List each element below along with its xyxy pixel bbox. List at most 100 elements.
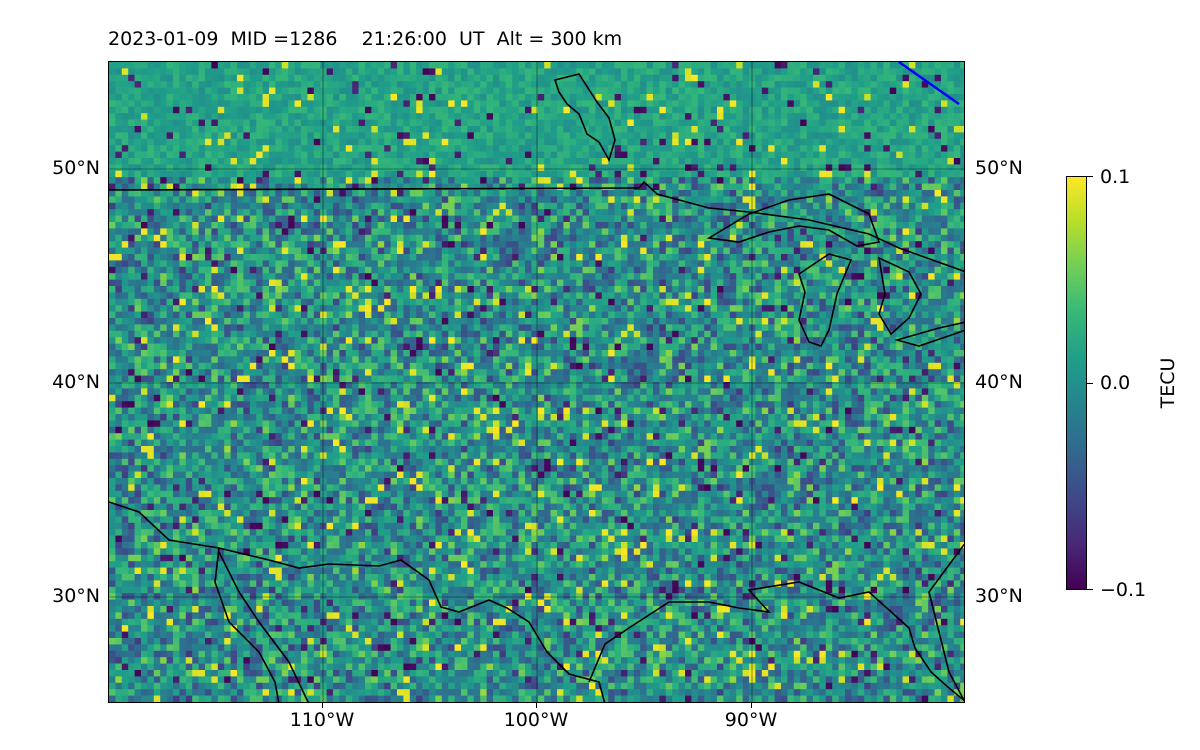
tec-cell <box>499 62 507 69</box>
tec-cell <box>934 119 942 127</box>
tec-cell <box>403 87 411 95</box>
tec-cell <box>147 254 155 261</box>
tec-cell <box>467 241 475 248</box>
tec-cell <box>230 81 238 88</box>
tec-cell <box>416 113 423 120</box>
tec-cell <box>313 164 321 172</box>
tec-cell <box>217 126 225 133</box>
tec-cell <box>109 126 116 133</box>
tec-cell <box>422 202 430 210</box>
tec-cell <box>281 254 289 261</box>
tec-cell <box>358 222 366 229</box>
tec-cell <box>921 292 929 300</box>
tec-cell <box>941 94 948 101</box>
tec-cell <box>537 164 545 172</box>
tec-cell <box>230 292 238 300</box>
tec-cell <box>877 145 884 152</box>
tec-cell <box>902 106 910 114</box>
tec-cell <box>473 279 481 287</box>
tec-cell <box>288 177 295 184</box>
tec-cell <box>697 254 705 261</box>
tec-cell <box>371 113 379 120</box>
tec-cell <box>825 68 833 76</box>
tec-cell <box>512 100 519 108</box>
tec-cell <box>672 190 679 197</box>
tec-cell <box>441 196 449 204</box>
tec-cell <box>851 145 859 152</box>
tec-cell <box>563 119 571 127</box>
tec-cell <box>755 126 763 133</box>
tec-cell <box>537 215 545 223</box>
tec-cell <box>800 158 807 165</box>
tec-cell <box>422 81 430 88</box>
tec-cell <box>237 151 244 159</box>
tec-cell <box>128 100 135 108</box>
tec-cell <box>205 177 212 184</box>
tec-cell <box>147 74 155 82</box>
tec-cell <box>742 94 750 101</box>
tec-cell <box>416 81 423 88</box>
tec-cell <box>313 215 321 223</box>
tec-cell <box>915 119 923 127</box>
tec-cell <box>397 273 404 280</box>
tec-cell <box>851 286 859 293</box>
tec-cell <box>467 228 475 236</box>
tec-cell <box>704 81 711 88</box>
tec-cell <box>147 196 155 204</box>
tec-cell <box>883 119 891 127</box>
tec-cell <box>813 151 820 159</box>
tec-cell <box>864 183 871 191</box>
tec-cell <box>832 151 839 159</box>
tec-cell <box>448 292 455 300</box>
tec-cell <box>697 292 705 300</box>
tec-cell <box>518 202 526 210</box>
tec-cell <box>800 68 807 76</box>
tec-cell <box>934 228 942 236</box>
tec-cell <box>525 209 532 216</box>
tec-cell <box>960 138 964 146</box>
tec-cell <box>237 228 244 236</box>
tec-cell <box>448 106 455 114</box>
tec-cell <box>864 202 871 210</box>
tec-cell <box>141 100 148 108</box>
tec-cell <box>205 138 212 146</box>
tec-cell <box>269 81 276 88</box>
tec-cell <box>397 177 404 184</box>
tec-cell <box>825 228 833 236</box>
tec-cell <box>454 170 462 178</box>
tec-cell <box>294 126 302 133</box>
tec-cell <box>691 177 699 184</box>
tec-cell <box>909 279 916 287</box>
tec-cell <box>173 286 180 293</box>
tec-cell <box>390 81 398 88</box>
tec-cell <box>339 190 347 197</box>
tec-cell <box>550 164 558 172</box>
tec-cell <box>134 132 142 140</box>
tec-cell <box>601 183 609 191</box>
tec-cell <box>749 68 756 76</box>
tec-cell <box>749 94 756 101</box>
tec-cell <box>256 183 263 191</box>
tec-cell <box>531 196 539 204</box>
tec-cell <box>729 164 737 172</box>
tec-cell <box>845 254 852 261</box>
tec-cell <box>761 126 769 133</box>
tec-cell <box>275 177 283 184</box>
tec-cell <box>416 177 423 184</box>
tec-cell <box>870 113 878 120</box>
tec-cell <box>902 222 910 229</box>
tec-cell <box>774 196 782 204</box>
tec-cell <box>153 266 161 274</box>
tec-cell <box>467 151 475 159</box>
tec-cell <box>544 81 551 88</box>
tec-cell <box>889 196 897 204</box>
tec-cell <box>313 279 321 287</box>
tec-cell <box>518 292 526 300</box>
tec-cell <box>595 254 603 261</box>
tec-cell <box>160 164 167 172</box>
tec-cell <box>313 113 321 120</box>
tec-cell <box>685 202 692 210</box>
tec-cell <box>173 228 180 236</box>
tec-cell <box>544 132 551 140</box>
tec-cell <box>333 119 340 127</box>
